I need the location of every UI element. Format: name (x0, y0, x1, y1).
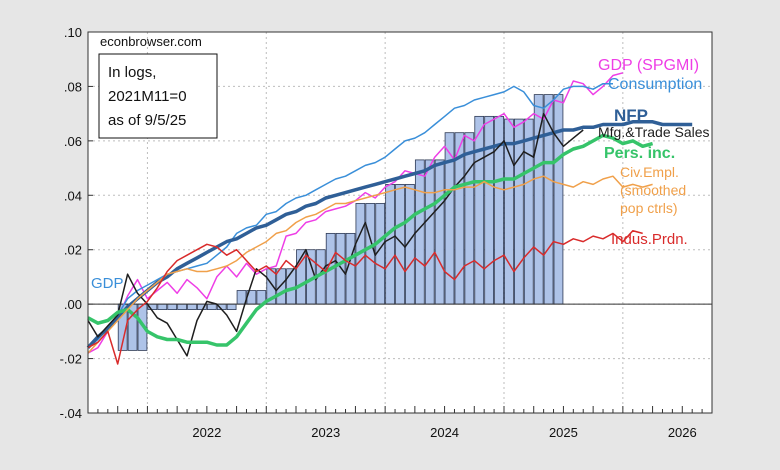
gdp-bar (424, 159, 435, 305)
gdp-bar (484, 115, 494, 305)
gdp-bar (514, 118, 524, 305)
gdp-bar (523, 118, 534, 305)
label-civ-empl-3: pop ctrls) (620, 200, 678, 216)
gdp-bar (335, 232, 346, 305)
y-tick-label: .06 (64, 134, 82, 149)
series-line-civ-empl-smoothed-pop-ctrls (87, 175, 653, 354)
x-tick-label: 2024 (430, 425, 459, 440)
y-tick-label: .10 (64, 25, 82, 40)
plot-frame (87, 31, 713, 414)
x-tick-label: 2026 (668, 425, 697, 440)
note-line-1: In logs, (108, 64, 156, 81)
gdp-bar (553, 94, 564, 305)
gdp-bar (365, 203, 376, 305)
y-tick-label: .04 (64, 188, 82, 203)
gdp-bar (543, 94, 554, 305)
note-line-2: 2021M11=0 (108, 88, 187, 105)
label-gdp: GDP (91, 275, 124, 292)
series-line-indus-prdn (87, 229, 643, 365)
x-tick-label: 2022 (192, 425, 221, 440)
label-nfp: NFP (614, 106, 648, 125)
gdp-bar (533, 94, 544, 305)
y-tick-label: -.02 (60, 352, 82, 367)
gdp-bar (464, 132, 475, 305)
label-gdp-spgmi: GDP (SPGMI) (598, 57, 699, 74)
gdp-bar (187, 303, 197, 310)
note-line-3: as of 9/5/25 (108, 112, 186, 129)
label-civ-empl-1: Civ.Empl. (620, 164, 679, 180)
label-consumption: Consumption (608, 76, 702, 93)
label-mfg-trade-sales: Mfg.&Trade Sales (598, 124, 710, 140)
gdp-bar (385, 183, 395, 305)
gdp-bar (157, 303, 168, 310)
label-civ-empl-2: (smoothed (620, 182, 686, 198)
gdp-bar (276, 268, 286, 305)
gdp-bar (236, 290, 247, 305)
note-box (98, 53, 218, 139)
y-tick-label: .08 (64, 79, 82, 94)
source-label: econbrowser.com (100, 34, 202, 49)
gdp-bar (474, 115, 485, 305)
y-tick-label: .00 (64, 297, 82, 312)
series-lines (86, 72, 693, 365)
x-tick-label: 2025 (549, 425, 578, 440)
gdp-bar (434, 159, 445, 305)
series-line-nfp (86, 120, 693, 349)
series-line-mfg-trade-sales (87, 112, 584, 357)
y-tick-label: .02 (64, 243, 82, 258)
series-line-pers-inc (87, 133, 654, 347)
label-indus-prdn: Indus.Prdn. (611, 231, 688, 248)
gdp-bar (177, 303, 187, 310)
x-tick-label: 2023 (311, 425, 340, 440)
gdp-bar (206, 303, 217, 310)
label-pers-inc: Pers. inc. (604, 145, 675, 162)
y-tick-label: -.04 (60, 406, 82, 421)
gdp-bar (226, 303, 237, 310)
gdp-bar (167, 303, 178, 310)
